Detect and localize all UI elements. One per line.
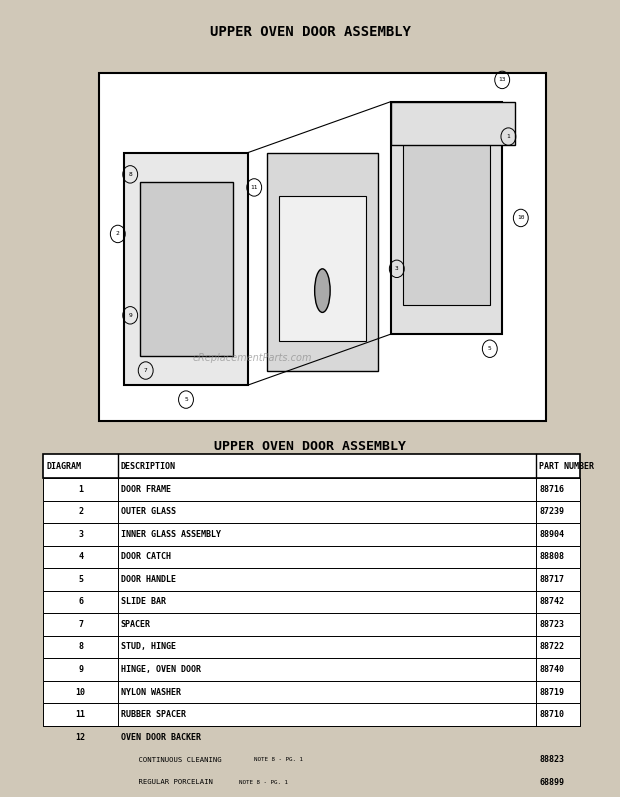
Text: 12: 12 <box>76 732 86 741</box>
Text: 7: 7 <box>78 620 83 629</box>
Text: 68899: 68899 <box>539 778 564 787</box>
Text: 7: 7 <box>144 368 148 373</box>
Bar <box>43 636 580 658</box>
Bar <box>43 793 580 797</box>
Text: 1: 1 <box>78 485 83 494</box>
Text: PART NUMBER: PART NUMBER <box>539 461 595 470</box>
Bar <box>391 102 502 334</box>
Bar <box>43 703 580 726</box>
Text: STUD, HINGE: STUD, HINGE <box>121 642 176 651</box>
Text: HINGE, OVEN DOOR: HINGE, OVEN DOOR <box>121 665 201 674</box>
Text: 10: 10 <box>517 215 525 221</box>
Text: 6: 6 <box>78 598 83 607</box>
Text: CONTINUOUS CLEANING: CONTINUOUS CLEANING <box>121 756 221 763</box>
Text: 4: 4 <box>78 552 83 561</box>
FancyBboxPatch shape <box>99 73 546 422</box>
Text: 10: 10 <box>76 688 86 697</box>
Bar <box>140 182 232 356</box>
Text: REGULAR PORCELAIN: REGULAR PORCELAIN <box>121 779 213 785</box>
Bar <box>43 591 580 613</box>
Text: eReplacementParts.com: eReplacementParts.com <box>192 353 312 363</box>
Text: 88719: 88719 <box>539 688 564 697</box>
Text: 9: 9 <box>78 665 83 674</box>
Text: SLIDE BAR: SLIDE BAR <box>121 598 166 607</box>
Text: 2: 2 <box>78 508 83 516</box>
Text: 8: 8 <box>78 642 83 651</box>
Text: INNER GLASS ASSEMBLY: INNER GLASS ASSEMBLY <box>121 530 221 539</box>
Bar <box>43 613 580 636</box>
Ellipse shape <box>315 269 330 312</box>
Text: 88710: 88710 <box>539 710 564 719</box>
Bar <box>43 726 580 748</box>
Text: DIAGRAM: DIAGRAM <box>46 461 81 470</box>
Text: 1: 1 <box>507 134 510 139</box>
Text: 3: 3 <box>395 266 399 271</box>
Bar <box>43 454 580 478</box>
Text: 88808: 88808 <box>539 552 564 561</box>
Text: DESCRIPTION: DESCRIPTION <box>121 461 176 470</box>
Text: 88823: 88823 <box>539 755 564 764</box>
Text: NOTE 8 - PG. 1: NOTE 8 - PG. 1 <box>239 779 288 784</box>
Bar <box>279 196 366 341</box>
Text: 2: 2 <box>116 231 120 237</box>
Text: 88740: 88740 <box>539 665 564 674</box>
Text: 88722: 88722 <box>539 642 564 651</box>
Text: RUBBER SPACER: RUBBER SPACER <box>121 710 186 719</box>
Text: 88716: 88716 <box>539 485 564 494</box>
Text: 5: 5 <box>184 397 188 402</box>
Bar <box>43 478 580 501</box>
Text: UPPER OVEN DOOR ASSEMBLY: UPPER OVEN DOOR ASSEMBLY <box>214 440 406 453</box>
Bar <box>43 748 580 771</box>
Bar <box>391 102 515 145</box>
Text: OVEN DOOR BACKER: OVEN DOOR BACKER <box>121 732 201 741</box>
Text: DOOR FRAME: DOOR FRAME <box>121 485 171 494</box>
Text: 17: 17 <box>303 708 317 718</box>
Text: 11: 11 <box>76 710 86 719</box>
Bar <box>43 771 580 793</box>
Text: 5: 5 <box>488 346 492 351</box>
Text: DOOR CATCH: DOOR CATCH <box>121 552 171 561</box>
Bar <box>124 152 248 385</box>
Bar <box>267 152 378 371</box>
Bar <box>43 568 580 591</box>
Text: NOTE 8 - PG. 1: NOTE 8 - PG. 1 <box>254 757 303 762</box>
Text: 13: 13 <box>498 77 506 82</box>
Text: 9: 9 <box>128 312 132 318</box>
Text: 88742: 88742 <box>539 598 564 607</box>
Text: 11: 11 <box>250 185 258 190</box>
Bar <box>43 681 580 703</box>
Text: OUTER GLASS: OUTER GLASS <box>121 508 176 516</box>
Bar <box>43 523 580 546</box>
Text: NYLON WASHER: NYLON WASHER <box>121 688 181 697</box>
Text: 88904: 88904 <box>539 530 564 539</box>
Text: 87239: 87239 <box>539 508 564 516</box>
Bar <box>403 131 490 305</box>
Text: 88723: 88723 <box>539 620 564 629</box>
Text: 88717: 88717 <box>539 575 564 584</box>
Text: UPPER OVEN DOOR ASSEMBLY: UPPER OVEN DOOR ASSEMBLY <box>210 26 410 39</box>
Text: 5: 5 <box>78 575 83 584</box>
Text: DOOR HANDLE: DOOR HANDLE <box>121 575 176 584</box>
Bar <box>43 501 580 523</box>
Text: 3: 3 <box>78 530 83 539</box>
Bar <box>43 658 580 681</box>
Text: 8: 8 <box>128 172 132 177</box>
Text: SPACER: SPACER <box>121 620 151 629</box>
Bar <box>43 546 580 568</box>
